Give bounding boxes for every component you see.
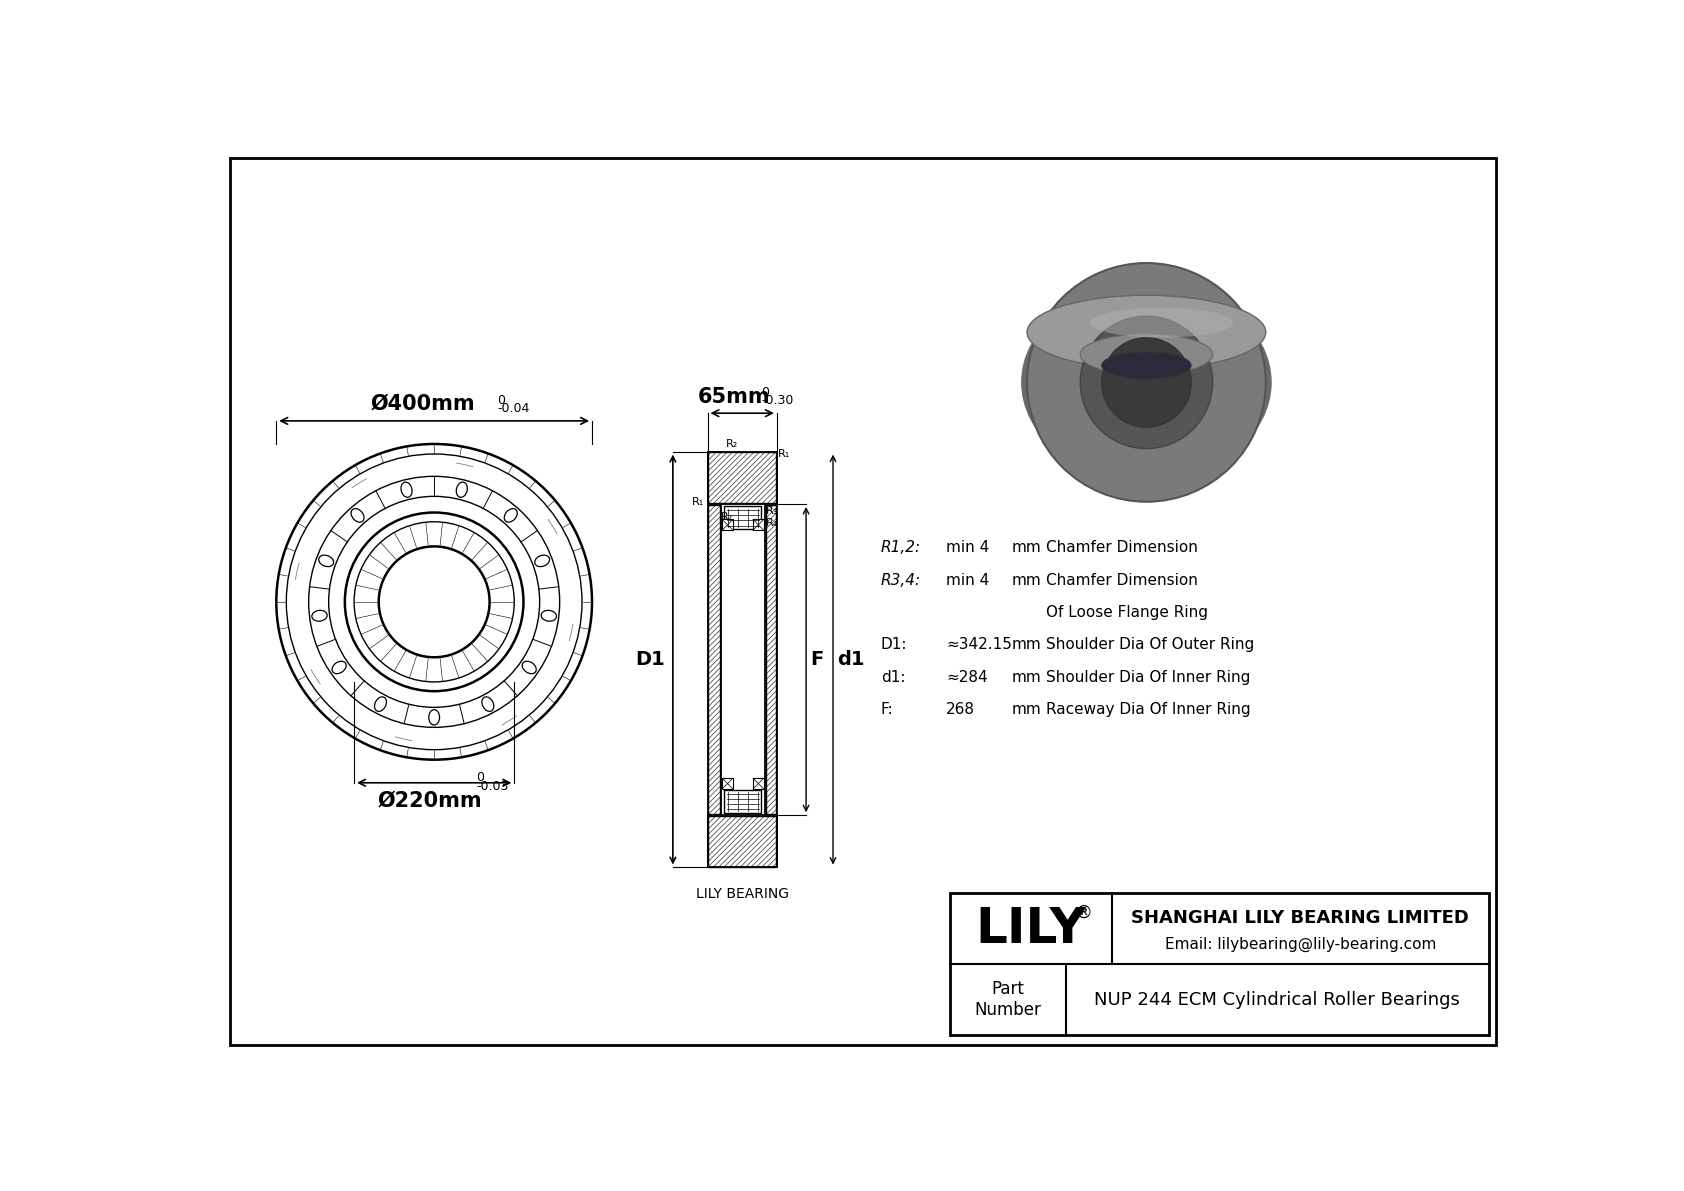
Text: mm: mm	[1012, 637, 1041, 653]
Bar	[753, 519, 765, 530]
Ellipse shape	[1090, 307, 1233, 337]
Text: 0: 0	[497, 394, 505, 407]
Ellipse shape	[536, 555, 549, 567]
Circle shape	[1027, 263, 1266, 501]
Ellipse shape	[522, 661, 536, 674]
Text: Ø220mm: Ø220mm	[377, 791, 483, 811]
Ellipse shape	[541, 610, 556, 622]
Bar	[753, 778, 765, 788]
Text: Chamfer Dimension: Chamfer Dimension	[1046, 573, 1199, 588]
Bar	[709, 505, 719, 815]
Text: F:: F:	[881, 703, 894, 717]
Ellipse shape	[312, 610, 327, 622]
Circle shape	[1079, 316, 1212, 449]
Bar	[709, 816, 776, 867]
Ellipse shape	[1101, 353, 1191, 379]
Text: R₂: R₂	[726, 438, 738, 449]
Text: Email: lilybearing@lily-bearing.com: Email: lilybearing@lily-bearing.com	[1165, 936, 1436, 952]
Ellipse shape	[374, 697, 386, 711]
Ellipse shape	[482, 697, 493, 711]
Ellipse shape	[1021, 283, 1271, 481]
Text: -0.03: -0.03	[477, 780, 509, 793]
Text: D1: D1	[635, 650, 665, 669]
Text: Ø400mm: Ø400mm	[370, 393, 475, 413]
Ellipse shape	[504, 509, 517, 522]
Text: d1:: d1:	[881, 669, 906, 685]
Text: R3,4:: R3,4:	[881, 573, 921, 588]
Text: R1,2:: R1,2:	[881, 541, 921, 555]
Text: Part
Number: Part Number	[975, 980, 1041, 1019]
Text: ≈342.15: ≈342.15	[946, 637, 1012, 653]
Ellipse shape	[429, 710, 440, 725]
Text: Shoulder Dia Of Outer Ring: Shoulder Dia Of Outer Ring	[1046, 637, 1255, 653]
Text: -0.30: -0.30	[761, 394, 793, 407]
Bar	[724, 506, 761, 530]
Text: min 4: min 4	[946, 541, 990, 555]
Bar	[707, 815, 776, 867]
Bar	[707, 451, 721, 867]
Ellipse shape	[401, 482, 413, 498]
Bar	[724, 790, 761, 812]
Circle shape	[1101, 338, 1191, 428]
Bar	[765, 451, 776, 867]
Text: Of Loose Flange Ring: Of Loose Flange Ring	[1046, 605, 1209, 621]
Bar	[722, 519, 733, 530]
Text: NUP 244 ECM Cylindrical Roller Bearings: NUP 244 ECM Cylindrical Roller Bearings	[1095, 991, 1460, 1009]
Ellipse shape	[350, 509, 364, 522]
Text: LILY: LILY	[975, 904, 1086, 953]
Text: 65mm: 65mm	[699, 387, 771, 407]
Ellipse shape	[1079, 333, 1212, 375]
Text: ≈284: ≈284	[946, 669, 989, 685]
Ellipse shape	[456, 482, 468, 498]
Ellipse shape	[332, 661, 347, 674]
Text: Chamfer Dimension: Chamfer Dimension	[1046, 541, 1199, 555]
Bar	[709, 453, 776, 504]
Text: R₁: R₁	[778, 449, 790, 460]
Text: F: F	[810, 650, 823, 669]
Text: 0: 0	[761, 386, 770, 399]
Text: R₂: R₂	[721, 512, 734, 522]
Text: mm: mm	[1012, 541, 1041, 555]
Text: 0: 0	[477, 772, 485, 785]
Bar	[722, 778, 733, 788]
Ellipse shape	[1027, 295, 1266, 369]
Text: ®: ®	[1074, 904, 1093, 922]
Text: mm: mm	[1012, 573, 1041, 588]
Text: R₁: R₁	[692, 497, 704, 506]
Text: mm: mm	[1012, 703, 1041, 717]
Text: Raceway Dia Of Inner Ring: Raceway Dia Of Inner Ring	[1046, 703, 1251, 717]
Text: R₄: R₄	[766, 518, 778, 528]
Text: min 4: min 4	[946, 573, 990, 588]
Text: D1:: D1:	[881, 637, 908, 653]
Text: d1: d1	[837, 650, 864, 669]
Text: mm: mm	[1012, 669, 1041, 685]
Bar	[950, 893, 1489, 1035]
Text: 268: 268	[946, 703, 975, 717]
Text: -0.04: -0.04	[497, 401, 530, 414]
Bar	[766, 505, 776, 815]
Text: LILY BEARING: LILY BEARING	[695, 887, 788, 900]
Ellipse shape	[318, 555, 333, 567]
Text: Shoulder Dia Of Inner Ring: Shoulder Dia Of Inner Ring	[1046, 669, 1251, 685]
Bar	[707, 451, 776, 504]
Text: R₃: R₃	[766, 506, 778, 517]
Text: SHANGHAI LILY BEARING LIMITED: SHANGHAI LILY BEARING LIMITED	[1132, 909, 1470, 927]
